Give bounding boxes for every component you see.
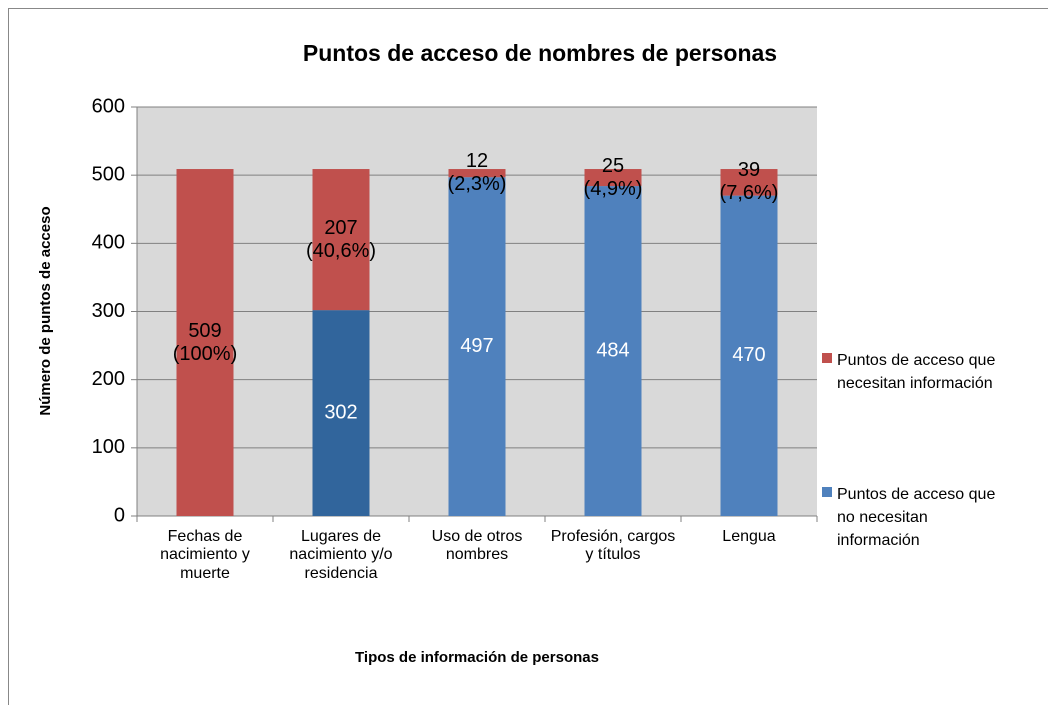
y-tick-label: 500: [92, 163, 125, 185]
y-axis-title: Número de puntos de acceso: [37, 206, 54, 415]
y-tick-label: 600: [92, 95, 125, 117]
bar-segment: [448, 177, 506, 516]
data-label: 207 (40,6%): [305, 216, 377, 262]
data-label: 497: [460, 335, 493, 357]
y-tick-label: 100: [92, 436, 125, 458]
data-label: 12 (2,3%): [447, 150, 507, 196]
bar-segment: [584, 186, 642, 516]
data-label: 302: [324, 401, 357, 423]
data-label: 509 (100%): [172, 319, 238, 365]
data-label: 25 (4,9%): [583, 154, 643, 200]
legend-swatch: [822, 353, 832, 363]
chart-title: Puntos de acceso de nombres de personas: [303, 40, 777, 66]
x-axis-title: Tipos de información de personas: [355, 649, 599, 666]
x-tick-label: Fechas de nacimiento y muerte: [160, 528, 250, 582]
bar-segment: [720, 169, 778, 196]
y-tick-label: 300: [92, 300, 125, 322]
bar-segment: [584, 169, 642, 187]
x-tick-label: Uso de otros nombres: [431, 528, 523, 564]
data-label: 470: [732, 344, 765, 366]
bar-segment: [720, 195, 778, 516]
bar-segment: [448, 169, 506, 178]
bar-segment: [176, 169, 234, 516]
bar-segment: [312, 169, 370, 311]
chart-border: [8, 8, 1048, 705]
x-tick-label: Lugares de nacimiento y/o residencia: [289, 528, 393, 582]
x-tick-label: Lengua: [722, 528, 776, 545]
x-tick-label: Profesión, cargos y títulos: [550, 528, 676, 564]
legend-label: Puntos de acceso que no necesitan inform…: [837, 486, 996, 550]
y-tick-label: 0: [114, 504, 125, 526]
legend-swatch: [822, 487, 832, 497]
legend-label: Puntos de acceso que necesitan informaci…: [837, 352, 996, 393]
y-tick-label: 200: [92, 368, 125, 390]
data-label: 39 (7,6%): [719, 159, 779, 205]
data-label: 484: [596, 339, 629, 361]
y-tick-label: 400: [92, 232, 125, 254]
bar-segment: [312, 310, 370, 516]
